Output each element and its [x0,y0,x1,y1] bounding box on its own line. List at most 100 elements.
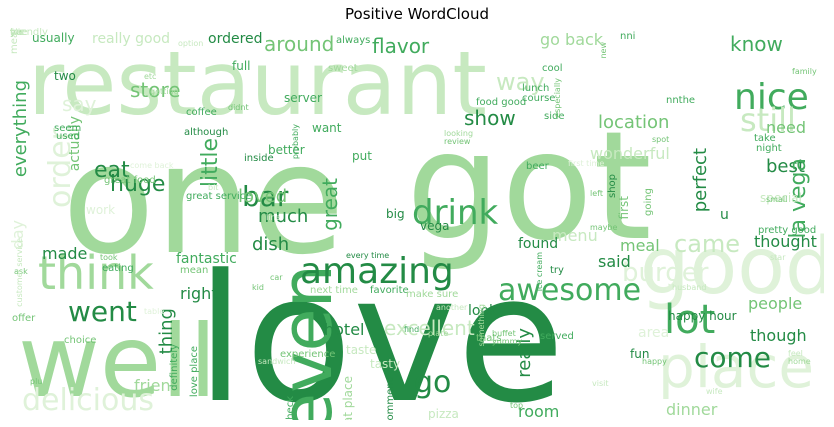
word-especially: especially [553,78,562,118]
word-eat: eat [94,158,130,183]
word-eating: eating [102,263,134,274]
word-plate: plate [428,329,449,338]
word-great-place: great place [341,376,355,420]
word-burger: burger [622,258,709,288]
word-line: line [266,213,281,222]
word-try: try [550,265,564,276]
word-plu: plu [30,377,43,386]
word-although: although [184,127,229,138]
word-found: found [518,236,559,252]
word-ordered: ordered [208,31,263,47]
word-know: know [730,32,783,56]
word-delicious: delicious [22,383,154,418]
word-thought: thought [754,232,817,251]
word-full: full [232,59,251,73]
word-well: well [18,303,217,420]
word-kid: kid [252,283,264,292]
word-side: side [544,111,565,122]
word-go: go [414,365,452,400]
word-bit: bit [208,183,219,192]
word-ice-cream: ice cream [535,252,544,292]
word-another: another [436,303,468,312]
word-buffet: buffet [492,329,516,338]
word-huge: huge [110,172,166,197]
word-feel: feel [788,349,803,358]
word-great-food: great food [104,175,156,186]
word-look: look [468,303,498,319]
word-way: way [496,68,545,96]
word-food-good: food good [476,97,527,108]
word-menu: menu [552,226,598,245]
word-good: good [640,222,824,312]
word-probably: probably [291,124,300,160]
word-awesome: awesome [498,273,642,308]
word-wife: wife [706,387,723,396]
word-perfect: perfect [690,148,711,213]
word-course: course [522,93,556,104]
word-everything: everything [10,80,31,178]
word-maybe: maybe [590,223,618,232]
chart-title: Positive WordCloud [345,5,489,23]
word-nni: nni [620,31,636,42]
word-yummy: yummy [492,337,523,346]
word-love-place: love place [189,346,200,398]
word-ask: ask [14,267,28,276]
word-nice: nice [734,77,809,118]
word-left: left [590,189,603,198]
word-pizza: pizza [428,407,459,420]
word-highly-recommend: highly recommend [385,376,396,420]
word-restaurant: restaurant [28,32,487,135]
word-didnt: didnt [228,103,249,112]
word-fantastic: fantastic [176,251,237,267]
word-great-service: great service [186,191,252,202]
word-best: best [766,156,805,177]
word-excellent: excellent [384,316,475,340]
word-took: took [100,253,118,262]
word-spot: spot [652,135,670,144]
word-think: think [38,246,154,300]
word-shop: shop [607,174,618,199]
word-store: store [130,78,181,102]
word-put: put [352,149,372,163]
word-two: two [54,69,76,83]
word-go-back: go back [540,30,604,49]
word-going: going [643,188,654,216]
word-option: option [178,39,204,48]
word-work: work [86,203,116,217]
word-top: top [510,401,524,410]
word-getting: getting [150,87,179,96]
word-sweet: sweet [328,63,358,74]
word-something: something [477,304,486,347]
word-star: star [770,253,786,262]
word-special: special [760,191,802,205]
word-definitely: definitely [169,344,180,391]
word-night: night [756,143,782,154]
word-fun: fun [630,347,650,361]
word-make-sure: make sure [406,289,459,300]
word-served: served [540,331,574,342]
word-next-time: next time [310,285,358,296]
word-friend: friend [134,376,181,395]
word-husband: husband [672,283,707,292]
word-right: right [180,284,218,303]
word-nnthe: nnthe [666,95,696,106]
word-dinner: dinner [666,400,718,419]
word-vega: vega [420,219,450,233]
word-happy-hour: happy hour [668,309,737,323]
word-room: room [518,402,560,420]
word-say: say [62,92,97,116]
word-drink: drink [412,193,499,233]
word-went: went [68,295,137,328]
word-looking: looking [444,129,474,138]
word-bar: bar [242,180,289,213]
word-loved: loved [238,186,288,207]
word-experience: experience [280,349,336,360]
word-taste: taste [346,343,377,357]
word-dish: dish [252,234,290,255]
word-beer: beer [526,161,549,172]
word-find: find [404,325,420,334]
word-much: much [258,206,309,227]
word-use: use [10,28,28,38]
word-pretty-good: pretty good [758,225,817,236]
word-love: love [196,237,566,421]
